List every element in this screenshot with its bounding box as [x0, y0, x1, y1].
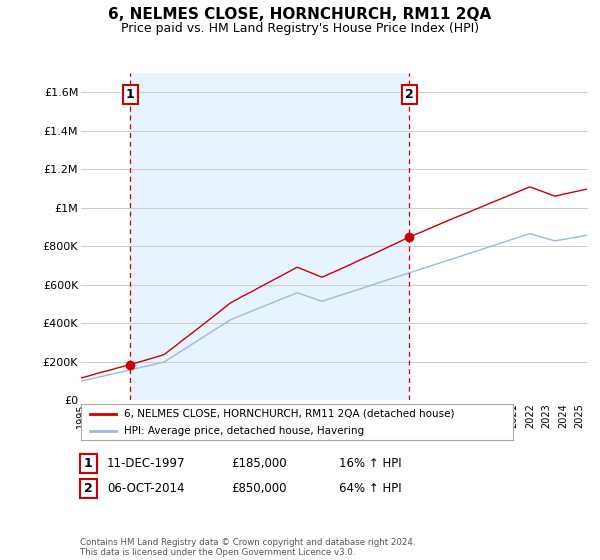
Text: 64% ↑ HPI: 64% ↑ HPI [339, 482, 401, 495]
Text: 16% ↑ HPI: 16% ↑ HPI [339, 456, 401, 470]
Text: Price paid vs. HM Land Registry's House Price Index (HPI): Price paid vs. HM Land Registry's House … [121, 22, 479, 35]
Text: 1: 1 [84, 456, 92, 470]
Text: Contains HM Land Registry data © Crown copyright and database right 2024.
This d: Contains HM Land Registry data © Crown c… [80, 538, 415, 557]
Text: 11-DEC-1997: 11-DEC-1997 [107, 456, 185, 470]
Text: 06-OCT-2014: 06-OCT-2014 [107, 482, 184, 495]
Text: 2: 2 [405, 88, 413, 101]
Text: 6, NELMES CLOSE, HORNCHURCH, RM11 2QA: 6, NELMES CLOSE, HORNCHURCH, RM11 2QA [109, 7, 491, 22]
Text: £850,000: £850,000 [231, 482, 287, 495]
Text: 6, NELMES CLOSE, HORNCHURCH, RM11 2QA (detached house): 6, NELMES CLOSE, HORNCHURCH, RM11 2QA (d… [124, 409, 455, 419]
Text: 2: 2 [84, 482, 92, 495]
Text: £185,000: £185,000 [231, 456, 287, 470]
Bar [130, 73, 409, 400]
Text: HPI: Average price, detached house, Havering: HPI: Average price, detached house, Have… [124, 426, 364, 436]
Text: 1: 1 [125, 88, 134, 101]
